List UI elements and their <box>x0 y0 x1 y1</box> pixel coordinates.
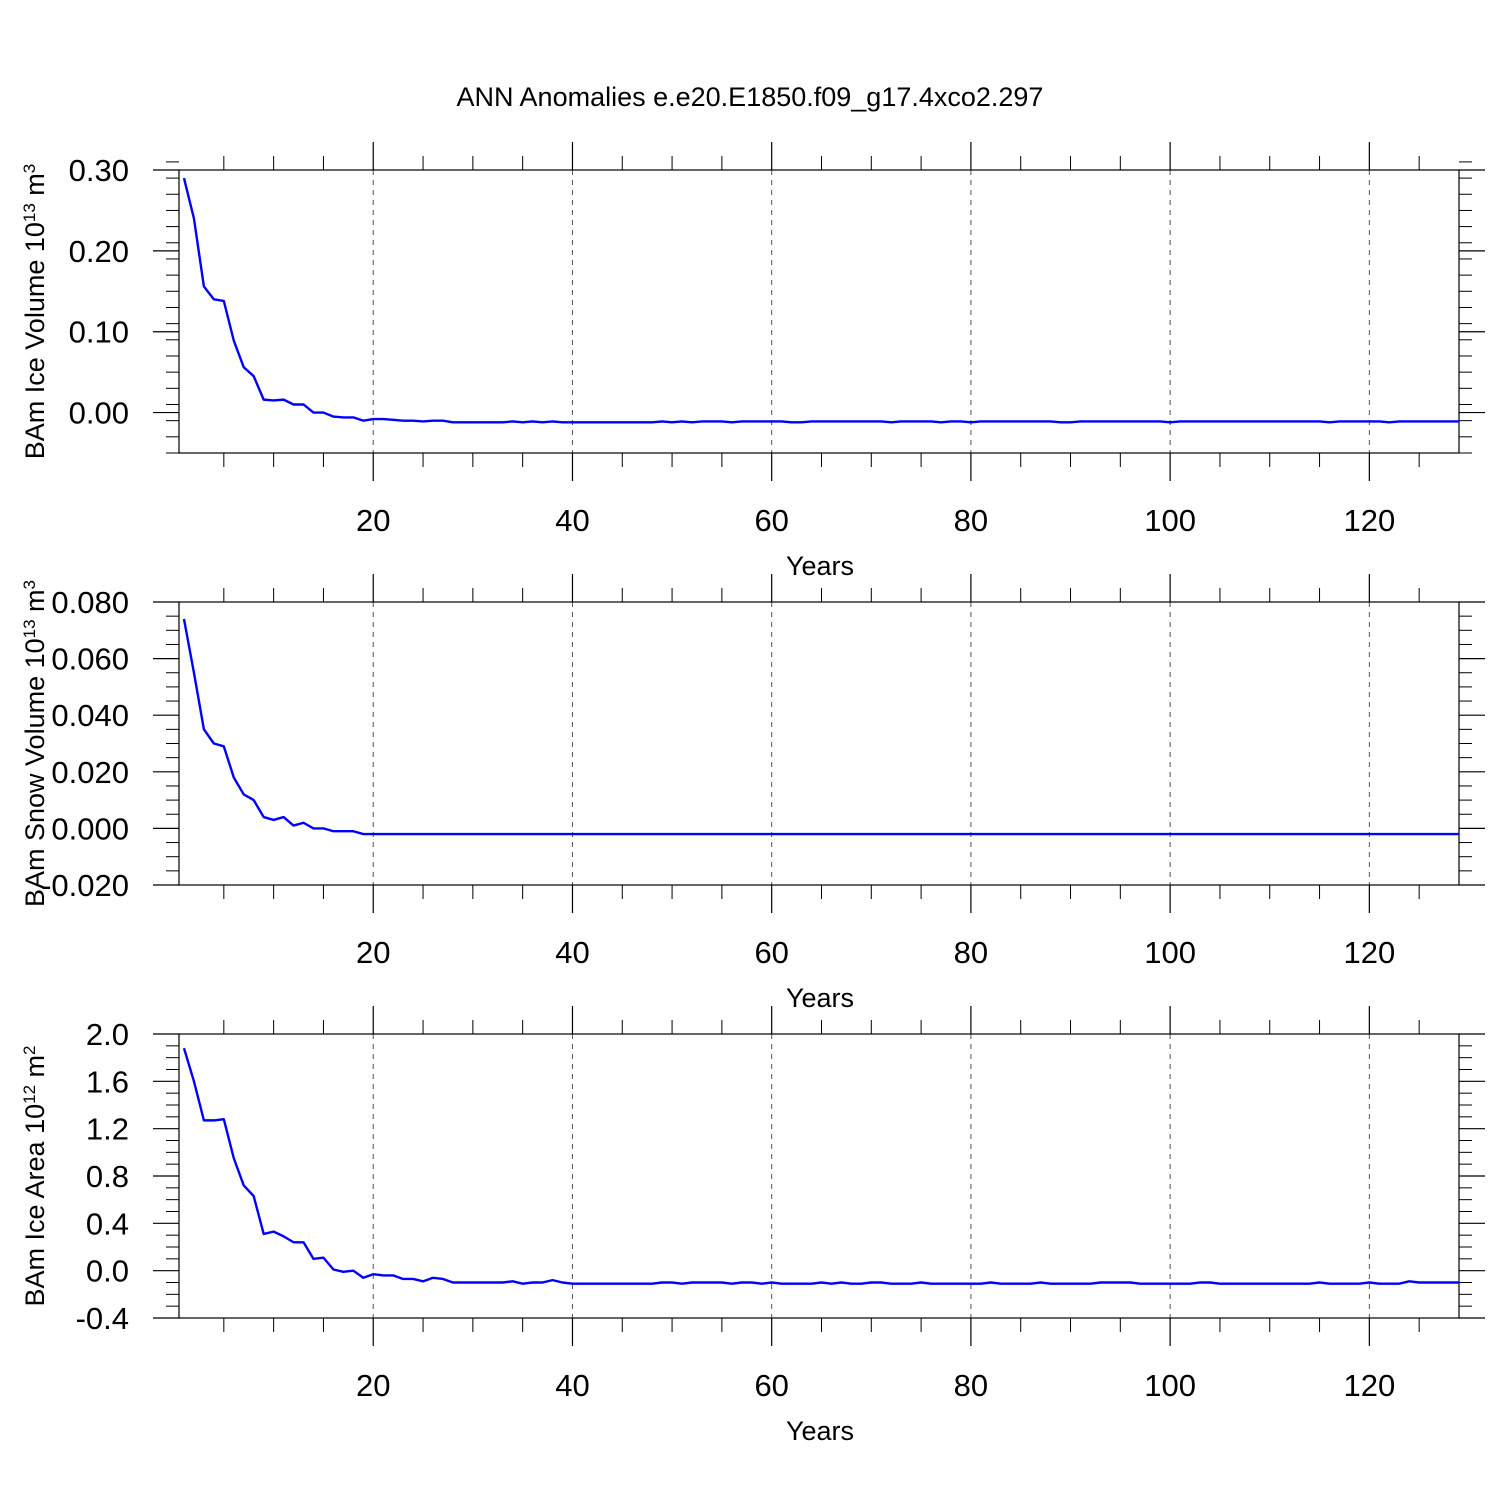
panel-3: 20 40 60 80 100 120 -0.4 0.0 0.4 0.8 1.2 1.6 2.0 Year… <box>20 1006 1485 1446</box>
y-axis-title-superscript: 12 <box>20 1085 39 1104</box>
y-axis-title-superscript: 3 <box>20 580 39 589</box>
y-axis-title-text: m <box>20 173 50 203</box>
y-axis-title-text: BAm Ice Volume 10 <box>20 222 50 459</box>
y-tick-label: 1.2 <box>86 1112 129 1147</box>
x-tick-label: 40 <box>555 503 589 538</box>
y-tick-label: 0.080 <box>51 585 129 620</box>
x-tick-label: 60 <box>754 935 788 970</box>
x-tick-label: 120 <box>1343 1368 1395 1403</box>
panel-1: 20 40 60 80 100 120 0.00 0.10 0.20 0.30 Years BAm I… <box>20 142 1485 581</box>
series-line <box>182 618 1459 836</box>
x-tick-label: 100 <box>1144 503 1196 538</box>
x-tick-label: 60 <box>754 503 788 538</box>
y-tick-label: 0.000 <box>51 811 129 846</box>
y-axis-title: BAm Snow Volume 1013 m3 <box>20 580 50 907</box>
y-axis-title-text: m <box>20 1055 50 1085</box>
y-axis-title-superscript: 2 <box>20 1046 39 1055</box>
chart-title: ANN Anomalies e.e20.E1850.f09_g17.4xco2.… <box>457 82 1044 112</box>
x-tick-label: 40 <box>555 1368 589 1403</box>
x-axis-title: Years <box>786 551 854 581</box>
plot-frame <box>178 169 1460 454</box>
y-axis-title: BAm Ice Volume 1013 m3 <box>20 164 50 460</box>
y-tick-label: -0.020 <box>41 868 129 903</box>
y-tick-label: 0.00 <box>69 396 129 431</box>
y-tick-label: 2.0 <box>86 1017 129 1052</box>
y-tick-label: 0.020 <box>51 755 129 790</box>
x-tick-label: 120 <box>1343 503 1395 538</box>
y-axis-title-superscript: 13 <box>20 203 39 222</box>
x-tick-label: 20 <box>356 1368 390 1403</box>
x-axis-title: Years <box>786 983 854 1013</box>
y-tick-label: 0.040 <box>51 698 129 733</box>
y-tick-label: 0.0 <box>86 1254 129 1289</box>
y-tick-label: 0.30 <box>69 153 129 188</box>
y-axis-title-text: BAm Ice Area 10 <box>20 1104 50 1307</box>
y-tick-label: 0.060 <box>51 642 129 677</box>
y-tick-label: -0.4 <box>76 1301 129 1336</box>
x-tick-label: 40 <box>555 935 589 970</box>
x-axis-title: Years <box>786 1416 854 1446</box>
x-tick-label: 100 <box>1144 935 1196 970</box>
y-tick-label: 0.8 <box>86 1159 129 1194</box>
x-tick-label: 120 <box>1343 935 1395 970</box>
x-tick-label: 80 <box>954 935 988 970</box>
y-tick-label: 0.4 <box>86 1206 129 1241</box>
y-axis-title-text: BAm Snow Volume 10 <box>20 638 50 907</box>
x-tick-label: 80 <box>954 503 988 538</box>
y-tick-label: 1.6 <box>86 1064 129 1099</box>
series-line <box>182 1047 1459 1285</box>
x-tick-label: 80 <box>954 1368 988 1403</box>
y-axis-title-text: m <box>20 589 50 619</box>
y-axis-title-superscript: 3 <box>20 164 39 173</box>
panel-2: 20 40 60 80 100 120 -0.020 0.000 0.020 0.040 0.060… <box>20 574 1485 1013</box>
x-tick-label: 20 <box>356 935 390 970</box>
series-line <box>182 177 1459 424</box>
y-axis-title-superscript: 13 <box>20 619 39 638</box>
x-tick-label: 100 <box>1144 1368 1196 1403</box>
plot-frame <box>178 601 1460 886</box>
y-tick-label: 0.10 <box>69 315 129 350</box>
y-tick-label: 0.20 <box>69 234 129 269</box>
y-axis-title: BAm Ice Area 1012 m2 <box>20 1046 50 1307</box>
x-tick-label: 60 <box>754 1368 788 1403</box>
x-tick-label: 20 <box>356 503 390 538</box>
